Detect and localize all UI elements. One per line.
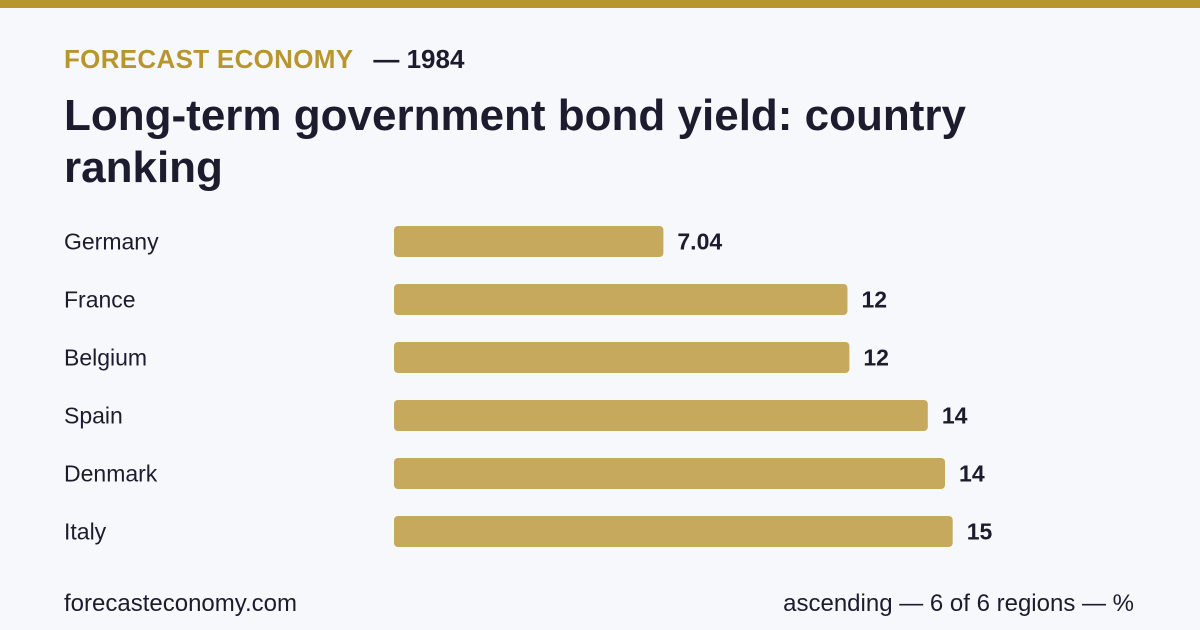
category-label: France — [64, 287, 136, 313]
value-label: 14 — [959, 461, 985, 487]
top-accent-bar — [0, 0, 1200, 8]
category-label: Denmark — [64, 461, 158, 487]
category-label: Spain — [64, 403, 123, 429]
bar — [394, 516, 953, 547]
bar — [394, 226, 664, 257]
category-label: Germany — [64, 229, 159, 255]
value-label: 7.04 — [677, 229, 722, 255]
value-label: 12 — [861, 287, 887, 313]
footer-note: ascending — 6 of 6 regions — % — [783, 590, 1134, 617]
category-label: Belgium — [64, 345, 147, 371]
year-label: — 1984 — [373, 44, 465, 74]
chart-title: Long-term government bond yield: country… — [64, 91, 967, 192]
bar — [394, 458, 946, 489]
footer-site: forecasteconomy.com — [64, 590, 297, 617]
value-label: 14 — [942, 403, 968, 429]
header: FORECAST ECONOMY — 1984 — [64, 44, 464, 75]
value-label: 15 — [967, 519, 993, 545]
value-label: 12 — [863, 345, 889, 371]
bar — [394, 400, 928, 431]
bar — [394, 342, 850, 373]
brand-name: FORECAST ECONOMY — [64, 44, 354, 74]
category-label: Italy — [64, 519, 107, 545]
bar — [394, 284, 848, 315]
